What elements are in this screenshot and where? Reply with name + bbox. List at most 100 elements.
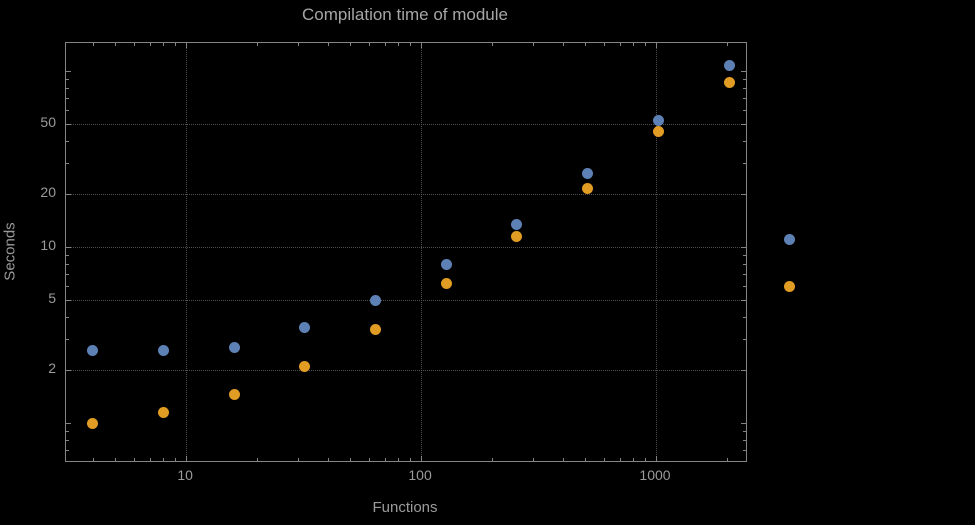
x-tick-7 [149,43,151,46]
legend [784,234,795,292]
y-tick-1 [66,423,71,425]
x-tick-9 [175,43,177,46]
y-tick-0.9 [66,431,69,433]
y-tick-80 [66,87,69,89]
data-point-blue-series [157,344,169,356]
x-tick-80 [398,43,400,46]
x-tick-100 [421,456,423,461]
y-tick-60 [66,109,69,111]
x-tick-4 [92,458,94,461]
y-tick-0.8 [743,440,746,442]
data-point-orange-series [228,389,240,401]
x-tick-1000 [656,43,657,48]
y-tick-6 [743,286,746,288]
y-tick-70 [743,98,746,100]
data-point-blue-series [440,258,452,270]
x-tick-10 [186,456,188,461]
x-tick-9 [175,458,177,461]
y-tick-80 [743,87,746,89]
x-tick-2000 [726,458,728,461]
data-point-blue-series [723,59,735,71]
y-tick-2 [66,370,71,372]
x-tick-70 [384,43,386,46]
x-tick-400 [562,43,564,46]
y-tick-0.7000000000000001 [66,450,69,452]
y-tick-label-20: 20 [40,184,56,200]
y-tick-7 [743,274,746,276]
y-tick-40 [66,140,69,142]
x-tick-label-1000: 1000 [639,467,671,483]
y-tick-4 [66,317,69,319]
x-tick-600 [603,43,605,46]
x-tick-900 [645,43,647,46]
data-point-orange-series [370,324,382,336]
y-tick-0.8 [66,440,69,442]
x-tick-400 [562,458,564,461]
y-tick-10 [741,247,746,249]
data-point-blue-series [582,168,594,180]
chart-title: Compilation time of module [302,5,508,24]
x-tick-500 [585,458,587,461]
x-tick-90 [410,43,412,46]
data-point-orange-series [440,278,452,290]
y-tick-2 [741,370,746,372]
x-tick-100 [421,43,423,48]
x-tick-300 [533,43,535,46]
x-tick-40 [327,458,329,461]
x-tick-30 [298,43,300,46]
y-tick-60 [743,109,746,111]
data-point-orange-series [511,230,523,242]
x-tick-900 [645,458,647,461]
data-point-orange-series [582,182,594,194]
x-tick-200 [491,43,493,46]
y-tick-label-50: 50 [40,113,56,130]
data-point-blue-series [511,218,523,230]
gridline-y-10 [66,247,746,249]
data-point-orange-series [652,126,664,138]
x-tick-6 [134,458,136,461]
y-tick-7 [66,274,69,276]
x-tick-20 [256,458,258,461]
x-tick-50 [350,458,352,461]
x-tick-50 [350,43,352,46]
x-tick-label-10: 10 [177,467,193,483]
data-point-orange-series [723,76,735,88]
y-tick-1 [741,423,746,425]
x-tick-90 [410,458,412,461]
gridline-x-100 [421,43,423,461]
x-tick-5 [115,43,117,46]
gridline-x-1000 [656,43,657,461]
y-tick-5 [66,300,71,302]
x-tick-5 [115,458,117,461]
x-tick-600 [603,458,605,461]
legend-marker-blue-series [784,234,795,245]
x-tick-2000 [726,43,728,46]
gridline-y-2 [66,370,746,372]
y-tick-90 [743,78,746,80]
y-tick-100 [66,70,71,72]
x-tick-60 [368,43,370,46]
data-point-blue-series [87,344,99,356]
x-tick-7 [149,458,151,461]
x-tick-1000 [656,456,657,461]
x-tick-40 [327,43,329,46]
y-tick-8 [66,264,69,266]
y-tick-50 [741,123,746,125]
x-tick-700 [619,458,621,461]
data-point-blue-series [370,294,382,306]
y-tick-9 [743,255,746,257]
x-tick-300 [533,458,535,461]
x-tick-500 [585,43,587,46]
y-tick-10 [66,247,71,249]
data-point-orange-series [299,360,311,372]
y-tick-label-10: 10 [40,237,56,254]
data-point-blue-series [299,321,311,333]
x-tick-label-100: 100 [408,467,432,483]
y-tick-3 [66,339,69,341]
plot-area [65,42,747,462]
y-tick-90 [66,78,69,80]
data-point-blue-series [652,115,664,127]
data-point-orange-series [157,406,169,418]
y-tick-40 [743,140,746,142]
